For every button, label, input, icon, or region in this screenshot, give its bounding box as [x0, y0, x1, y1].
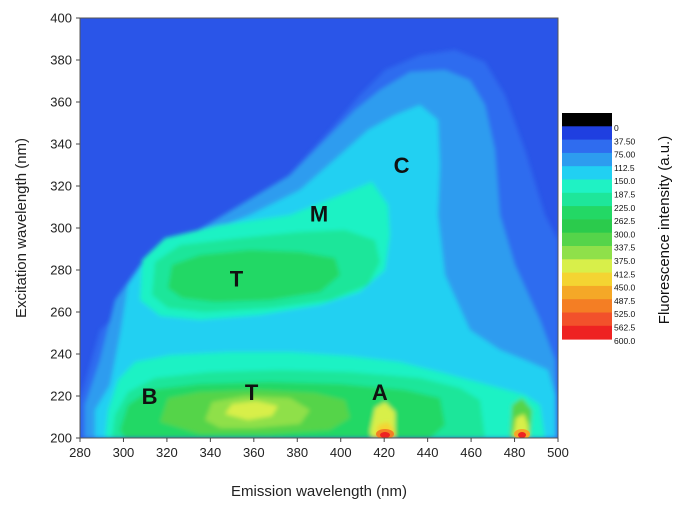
colorbar-swatch [562, 285, 612, 300]
colorbar-level-label: 487.5 [614, 296, 636, 306]
x-tick-label: 500 [547, 445, 569, 460]
colorbar-swatch [562, 152, 612, 167]
colorbar-level-label: 375.0 [614, 256, 636, 266]
contour-field [80, 50, 558, 438]
peak-label-a: A [372, 380, 388, 405]
colorbar-level-label: 150.0 [614, 176, 636, 186]
colorbar-swatch [562, 126, 612, 141]
y-axis: 200 220 240 260 280 300 320 340 360 380 400 [50, 11, 80, 446]
colorbar-level-label: 300.0 [614, 229, 636, 239]
colorbar-swatch [562, 219, 612, 234]
colorbar-title: Fluorescence intensity (a.u.) [656, 136, 673, 324]
colorbar-level-label: 262.5 [614, 216, 636, 226]
colorbar-level-label: 112.5 [614, 163, 635, 173]
x-tick-label: 480 [504, 445, 526, 460]
colorbar-swatch [562, 299, 612, 313]
colorbar-level-label: 75.00 [614, 150, 636, 160]
colorbar-swatch [562, 166, 612, 180]
colorbar-swatch [562, 179, 612, 194]
x-tick-label: 360 [243, 445, 265, 460]
x-tick-label: 300 [113, 445, 135, 460]
colorbar-swatch [562, 312, 612, 327]
x-tick-label: 280 [69, 445, 91, 460]
colorbar-swatch [562, 272, 612, 287]
colorbar-swatch [562, 259, 612, 274]
peak-label-m: M [310, 201, 328, 226]
x-tick-label: 380 [286, 445, 308, 460]
colorbar-level-label: 412.5 [614, 269, 636, 279]
y-tick-label: 220 [50, 389, 72, 404]
colorbar-level-label: 600.0 [614, 336, 636, 346]
peak-label-c: C [394, 153, 410, 178]
plot-area [80, 18, 558, 438]
y-tick-label: 320 [50, 179, 72, 194]
colorbar-swatch [562, 246, 612, 260]
colorbar-level-label: 37.50 [614, 136, 636, 146]
x-tick-label: 320 [156, 445, 178, 460]
colorbar-level-label: 0 [614, 123, 619, 133]
x-tick-label: 400 [330, 445, 352, 460]
y-tick-label: 240 [50, 347, 72, 362]
y-axis-title: Excitation wavelength (nm) [13, 138, 30, 318]
y-tick-label: 360 [50, 95, 72, 110]
colorbar-level-label: 225.0 [614, 203, 636, 213]
contour-level-262-upper [168, 250, 340, 302]
y-tick-label: 200 [50, 431, 72, 446]
peak-label-t: T [245, 380, 259, 405]
y-tick-label: 340 [50, 137, 72, 152]
y-tick-label: 260 [50, 305, 72, 320]
hotspot-red-420-core [380, 432, 390, 438]
colorbar-swatch [562, 232, 612, 247]
peak-label-b: B [142, 384, 158, 409]
x-axis-title: Emission wavelength (nm) [231, 483, 407, 500]
x-tick-label: 440 [417, 445, 439, 460]
y-tick-label: 300 [50, 221, 72, 236]
colorbar-level-label: 187.5 [614, 190, 636, 200]
colorbar-level-label: 337.5 [614, 243, 636, 253]
colorbar-swatch [562, 192, 612, 207]
colorbar-swatch [562, 113, 612, 127]
hotspot-red-483-core [518, 432, 526, 438]
x-axis: 280 300 320 340 360 380 400 420 440 460 480 500 [69, 438, 569, 460]
peak-labels: B T A T M C [142, 153, 410, 409]
colorbar-swatch [562, 206, 612, 220]
y-tick-label: 400 [50, 11, 72, 26]
colorbar: 0 37.50 75.00 112.5 150.0 187.5 225.0 262.5 300.… [562, 113, 636, 346]
x-tick-label: 420 [373, 445, 395, 460]
contour-level-412 [225, 401, 278, 420]
colorbar-level-label: 450.0 [614, 283, 636, 293]
y-tick-label: 280 [50, 263, 72, 278]
colorbar-level-label: 562.5 [614, 323, 636, 333]
y-tick-label: 380 [50, 53, 72, 68]
x-tick-label: 340 [200, 445, 222, 460]
peak-label-t: T [230, 266, 244, 291]
x-tick-label: 460 [460, 445, 482, 460]
colorbar-swatch [562, 325, 612, 340]
colorbar-swatch [562, 139, 612, 154]
colorbar-level-label: 525.0 [614, 309, 636, 319]
